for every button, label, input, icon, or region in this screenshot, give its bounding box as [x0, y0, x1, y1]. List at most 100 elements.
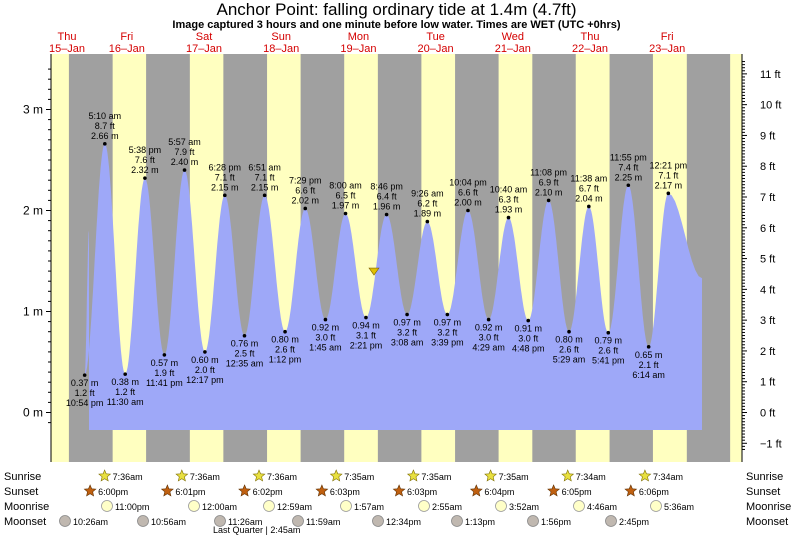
high-tide-metres: 2.02 m	[292, 195, 320, 205]
low-tide-point	[242, 333, 247, 338]
high-tide-point	[262, 193, 267, 198]
low-tide-feet: 3.0 ft	[479, 333, 500, 343]
moonset-time: 1:56pm	[541, 517, 571, 527]
high-tide-time: 6:28 pm	[209, 162, 242, 172]
low-tide-metres: 0.57 m	[151, 358, 179, 368]
high-tide-point	[466, 208, 470, 213]
moonset-row-label-right: Moonset	[746, 516, 788, 528]
low-tide-feet: 2.6 ft	[275, 345, 296, 355]
high-tide-metres: 2.40 m	[171, 157, 199, 167]
high-tide-point	[587, 204, 591, 209]
moonrise-icon	[573, 500, 585, 512]
high-tide-time: 8:46 pm	[370, 182, 403, 192]
high-tide-feet: 6.6 ft	[295, 185, 316, 195]
day-date: 20–Jan	[418, 43, 454, 55]
moonset-time: 10:26am	[73, 517, 108, 527]
high-tide-point	[666, 191, 671, 196]
high-tide-time: 8:00 am	[329, 181, 362, 191]
moonset-icon	[292, 515, 304, 527]
moonrise-time: 1:57am	[354, 502, 384, 512]
low-tide-feet: 3.2 ft	[437, 328, 458, 338]
chart-subtitle: Image captured 3 hours and one minute be…	[172, 19, 621, 31]
sunset-icon	[469, 484, 483, 497]
high-tide-feet: 6.3 ft	[499, 195, 520, 205]
low-tide-point	[82, 373, 87, 377]
high-tide-time: 6:51 am	[248, 162, 281, 172]
low-tide-point	[606, 330, 611, 335]
low-tide-time: 4:29 am	[472, 343, 505, 353]
high-tide-point	[384, 212, 389, 217]
high-tide-time: 9:26 am	[411, 189, 444, 199]
high-tide-point	[626, 183, 631, 188]
right-tick-label: 0 ft	[760, 408, 775, 420]
high-tide-point	[506, 215, 511, 220]
low-tide-feet: 2.1 ft	[639, 360, 660, 370]
low-tide-feet: 1.2 ft	[115, 387, 136, 397]
chart-title: Anchor Point: falling ordinary tide at 1…	[216, 0, 577, 19]
high-tide-point	[182, 168, 187, 172]
high-tide-metres: 2.25 m	[615, 172, 643, 182]
high-tide-metres: 2.00 m	[454, 198, 482, 208]
low-tide-time: 5:41 pm	[592, 356, 625, 366]
low-tide-feet: 2.6 ft	[559, 345, 580, 355]
right-tick-label: 6 ft	[760, 223, 775, 235]
day-date: 22–Jan	[572, 43, 608, 55]
sunrise-row-label-right: Sunrise	[746, 471, 783, 483]
high-tide-feet: 7.1 ft	[215, 172, 236, 182]
moonrise-icon	[188, 500, 200, 512]
high-tide-feet: 6.7 ft	[579, 183, 600, 193]
low-tide-time: 12:17 pm	[186, 375, 224, 385]
high-tide-feet: 7.4 ft	[618, 162, 639, 172]
low-tide-metres: 0.76 m	[231, 339, 259, 349]
high-tide-metres: 2.10 m	[535, 187, 563, 197]
low-tide-time: 10:54 pm	[66, 398, 104, 408]
sunset-time: 6:06pm	[639, 487, 669, 497]
low-tide-time: 1:12 pm	[269, 355, 302, 365]
sunset-row-label-left: Sunset	[4, 486, 38, 498]
low-tide-metres: 0.97 m	[393, 318, 421, 328]
moonrise-icon	[263, 500, 275, 512]
low-tide-feet: 1.9 ft	[154, 368, 175, 378]
sunset-time: 6:04pm	[484, 487, 514, 497]
sunrise-icon	[329, 469, 343, 482]
low-tide-point	[526, 318, 531, 323]
low-tide-metres: 0.94 m	[352, 321, 380, 331]
high-tide-feet: 7.9 ft	[175, 147, 196, 157]
low-tide-time: 4:48 pm	[512, 344, 545, 354]
low-tide-point	[323, 317, 328, 322]
moonrise-icon	[650, 500, 662, 512]
sunrise-time: 7:36am	[267, 472, 297, 482]
sunset-time: 6:01pm	[175, 487, 205, 497]
chart-axes: 0 m 1 m 2 m 3 m −1 ft 0 ft 1 ft 2 ft 3 ft 4 ft 5 f…	[23, 54, 782, 462]
low-tide-time: 2:21 pm	[350, 341, 383, 351]
high-tide-time: 10:40 am	[490, 185, 528, 195]
left-tick-label: 0 m	[23, 406, 43, 420]
right-tick-label: 3 ft	[760, 315, 775, 327]
sunset-icon	[83, 484, 97, 497]
sunrise-row-label-left: Sunrise	[4, 471, 41, 483]
sunset-icon	[547, 484, 561, 497]
moonrise-icon	[101, 500, 113, 512]
low-tide-point	[405, 312, 409, 317]
right-tick-label: 8 ft	[760, 161, 775, 173]
moonset-icon	[605, 515, 617, 527]
right-tick-label: 1 ft	[760, 377, 775, 389]
low-tide-feet: 3.0 ft	[518, 334, 539, 344]
sunrise-icon	[175, 469, 189, 482]
moonrise-icon	[495, 500, 507, 512]
day-date: 19–Jan	[340, 43, 376, 55]
low-tide-time: 3:39 pm	[431, 338, 464, 348]
high-tide-metres: 1.96 m	[373, 202, 401, 212]
low-tide-feet: 1.2 ft	[75, 388, 96, 398]
high-tide-feet: 8.7 ft	[95, 121, 116, 131]
sunset-icon	[624, 484, 638, 497]
high-tide-feet: 6.4 ft	[377, 192, 398, 202]
high-tide-point	[223, 193, 227, 198]
moonset-time: 1:13pm	[465, 517, 495, 527]
low-tide-feet: 3.2 ft	[397, 328, 418, 338]
sunrise-icon	[484, 469, 498, 482]
day-date: 15–Jan	[49, 43, 85, 55]
high-tide-metres: 1.97 m	[332, 201, 360, 211]
low-tide-feet: 2.6 ft	[598, 346, 619, 356]
